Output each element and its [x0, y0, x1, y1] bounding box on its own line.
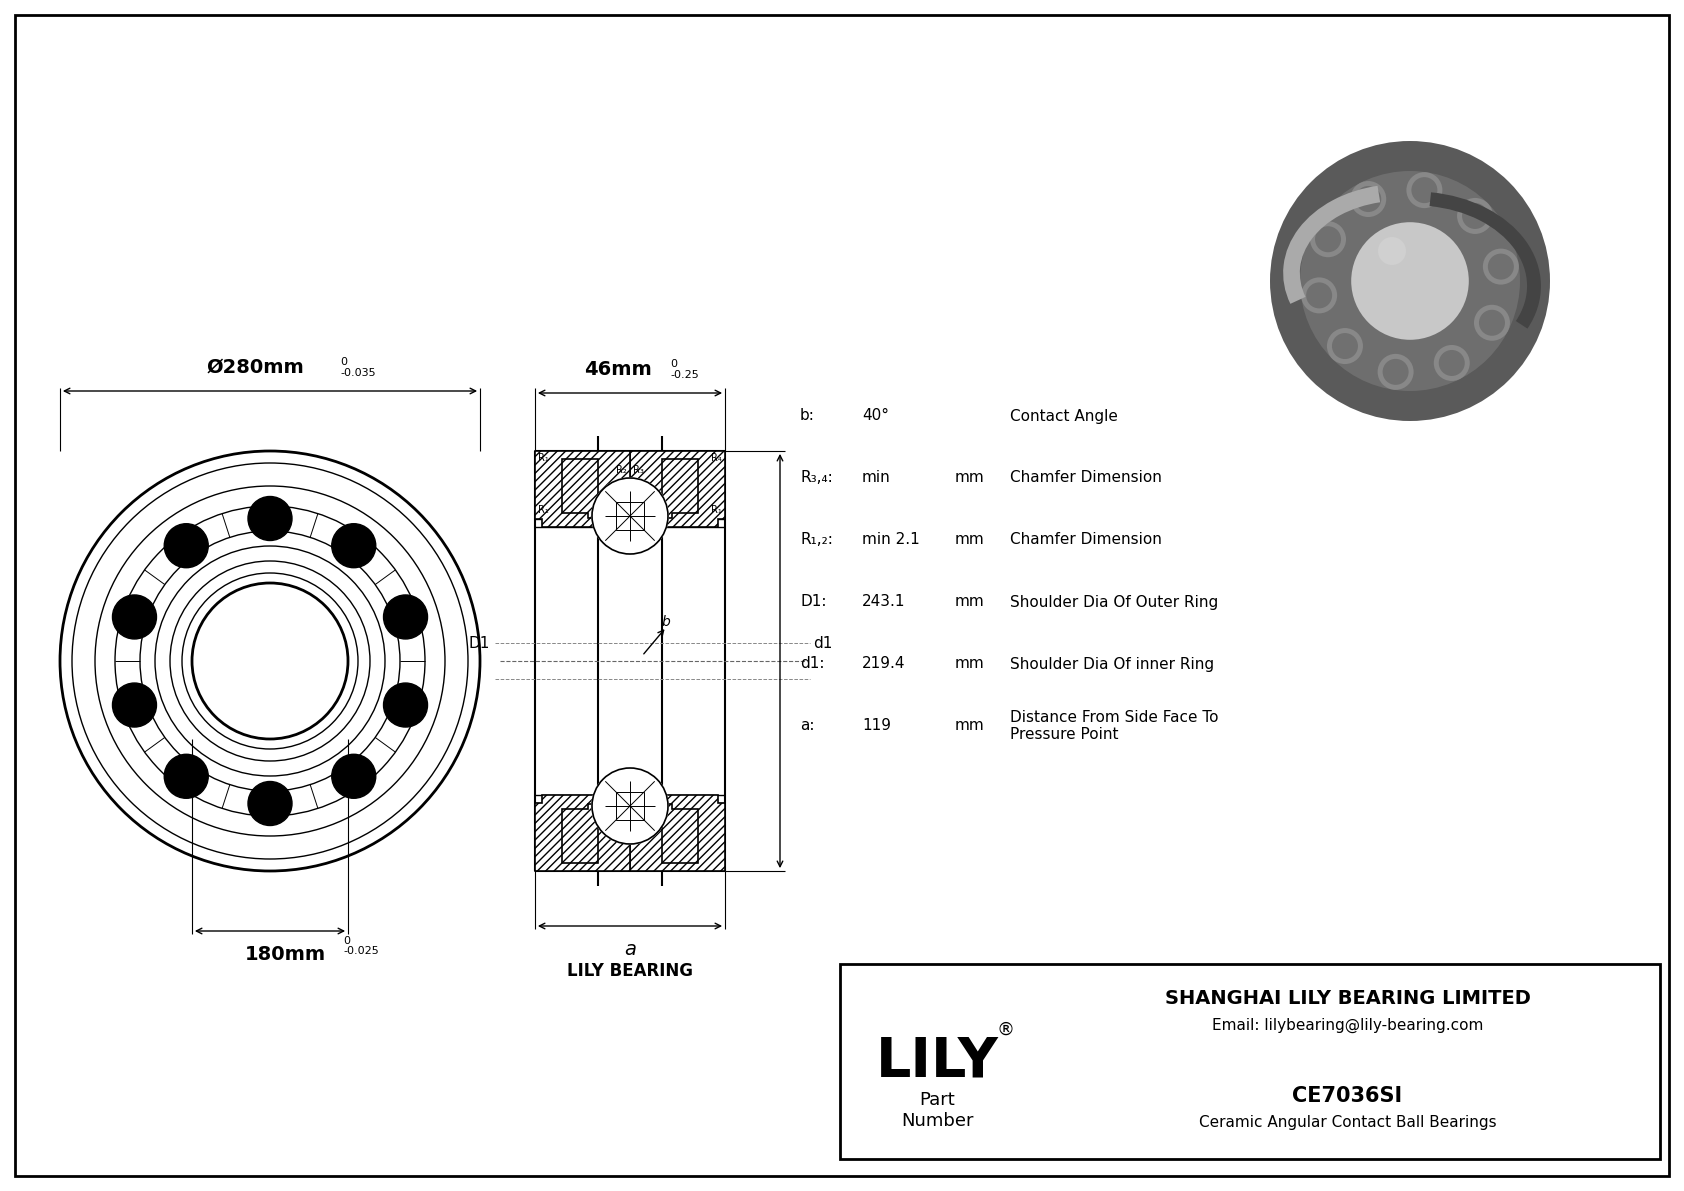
Circle shape	[1270, 141, 1549, 420]
Circle shape	[248, 781, 291, 825]
Polygon shape	[630, 451, 726, 526]
Circle shape	[165, 524, 209, 568]
Text: R₂: R₂	[616, 464, 626, 475]
Bar	[840, 964, 1660, 1159]
Polygon shape	[536, 796, 630, 871]
Circle shape	[1327, 328, 1362, 364]
Text: -0.25: -0.25	[670, 370, 699, 380]
Text: b: b	[662, 615, 670, 629]
Text: a:: a:	[800, 718, 815, 734]
Circle shape	[1383, 358, 1408, 385]
Circle shape	[1489, 254, 1514, 280]
Text: Part
Number: Part Number	[901, 1091, 973, 1130]
Circle shape	[384, 682, 428, 727]
Text: Distance From Side Face To
Pressure Point: Distance From Side Face To Pressure Poin…	[1010, 710, 1219, 742]
Text: 219.4: 219.4	[862, 656, 906, 672]
Circle shape	[1351, 223, 1468, 339]
Text: R₄: R₄	[711, 453, 722, 463]
Text: 0: 0	[670, 358, 677, 369]
Polygon shape	[562, 804, 598, 863]
Text: 0: 0	[340, 357, 347, 367]
Circle shape	[593, 768, 669, 844]
Text: mm: mm	[955, 594, 985, 610]
Text: R₁,₂:: R₁,₂:	[800, 532, 834, 548]
Text: mm: mm	[955, 470, 985, 486]
Circle shape	[1411, 177, 1438, 204]
Text: D1:: D1:	[800, 594, 827, 610]
Text: R₂: R₂	[633, 525, 643, 535]
Text: min 2.1: min 2.1	[862, 532, 919, 548]
Circle shape	[113, 682, 157, 727]
Circle shape	[1378, 237, 1406, 266]
Circle shape	[1378, 354, 1413, 389]
Circle shape	[1300, 172, 1521, 391]
Text: R₂: R₂	[616, 525, 626, 535]
Text: d1:: d1:	[800, 656, 825, 672]
Text: SHANGHAI LILY BEARING LIMITED: SHANGHAI LILY BEARING LIMITED	[1165, 990, 1531, 1009]
Text: R₁: R₁	[711, 505, 722, 515]
Text: mm: mm	[955, 718, 985, 734]
Circle shape	[1356, 186, 1381, 212]
Text: R₃: R₃	[633, 464, 643, 475]
Text: Chamfer Dimension: Chamfer Dimension	[1010, 532, 1162, 548]
Text: 119: 119	[862, 718, 891, 734]
Text: CE7036SI: CE7036SI	[1292, 1086, 1403, 1106]
Polygon shape	[536, 451, 630, 526]
Circle shape	[1474, 305, 1511, 341]
Text: 180mm: 180mm	[244, 944, 325, 964]
Circle shape	[1406, 173, 1443, 208]
Circle shape	[593, 478, 669, 554]
Polygon shape	[662, 459, 697, 518]
Circle shape	[1302, 278, 1337, 313]
Bar	[616, 501, 645, 530]
Text: R₁: R₁	[537, 505, 549, 515]
Text: Ø280mm: Ø280mm	[205, 358, 303, 378]
Circle shape	[1307, 282, 1332, 308]
Text: mm: mm	[955, 532, 985, 548]
Circle shape	[1484, 249, 1519, 285]
Text: d1: d1	[813, 636, 832, 650]
Text: 243.1: 243.1	[862, 594, 906, 610]
Text: R₃,₄:: R₃,₄:	[800, 470, 834, 486]
Text: Contact Angle: Contact Angle	[1010, 409, 1118, 424]
Text: ®: ®	[997, 1021, 1014, 1039]
Text: Shoulder Dia Of Outer Ring: Shoulder Dia Of Outer Ring	[1010, 594, 1218, 610]
Text: 40°: 40°	[862, 409, 889, 424]
Text: Ceramic Angular Contact Ball Bearings: Ceramic Angular Contact Ball Bearings	[1199, 1115, 1497, 1130]
Circle shape	[1479, 310, 1505, 336]
Text: Email: lilybearing@lily-bearing.com: Email: lilybearing@lily-bearing.com	[1212, 1017, 1484, 1033]
Text: a: a	[625, 940, 637, 959]
Circle shape	[332, 754, 376, 798]
Bar	[616, 792, 645, 821]
Circle shape	[1462, 202, 1489, 229]
Circle shape	[332, 524, 376, 568]
Circle shape	[248, 497, 291, 541]
Circle shape	[1310, 222, 1346, 257]
Circle shape	[1433, 345, 1470, 381]
Text: R₁: R₁	[537, 453, 549, 463]
Circle shape	[1332, 333, 1357, 358]
Text: 0: 0	[344, 936, 350, 946]
Polygon shape	[630, 796, 726, 871]
Text: D1: D1	[468, 636, 490, 650]
Polygon shape	[662, 804, 697, 863]
Text: b:: b:	[800, 409, 815, 424]
Text: 46mm: 46mm	[584, 360, 652, 379]
Text: mm: mm	[955, 656, 985, 672]
Text: LILY BEARING: LILY BEARING	[568, 962, 694, 980]
Polygon shape	[562, 459, 598, 518]
Text: Chamfer Dimension: Chamfer Dimension	[1010, 470, 1162, 486]
Text: -0.035: -0.035	[340, 368, 376, 378]
Circle shape	[1351, 181, 1386, 217]
Text: -0.025: -0.025	[344, 946, 379, 956]
Circle shape	[165, 754, 209, 798]
Text: Shoulder Dia Of inner Ring: Shoulder Dia Of inner Ring	[1010, 656, 1214, 672]
Circle shape	[113, 596, 157, 638]
Circle shape	[1438, 350, 1465, 376]
Text: LILY: LILY	[876, 1035, 999, 1089]
Circle shape	[1315, 226, 1340, 252]
Text: min: min	[862, 470, 891, 486]
Circle shape	[384, 596, 428, 638]
Circle shape	[1457, 198, 1494, 233]
